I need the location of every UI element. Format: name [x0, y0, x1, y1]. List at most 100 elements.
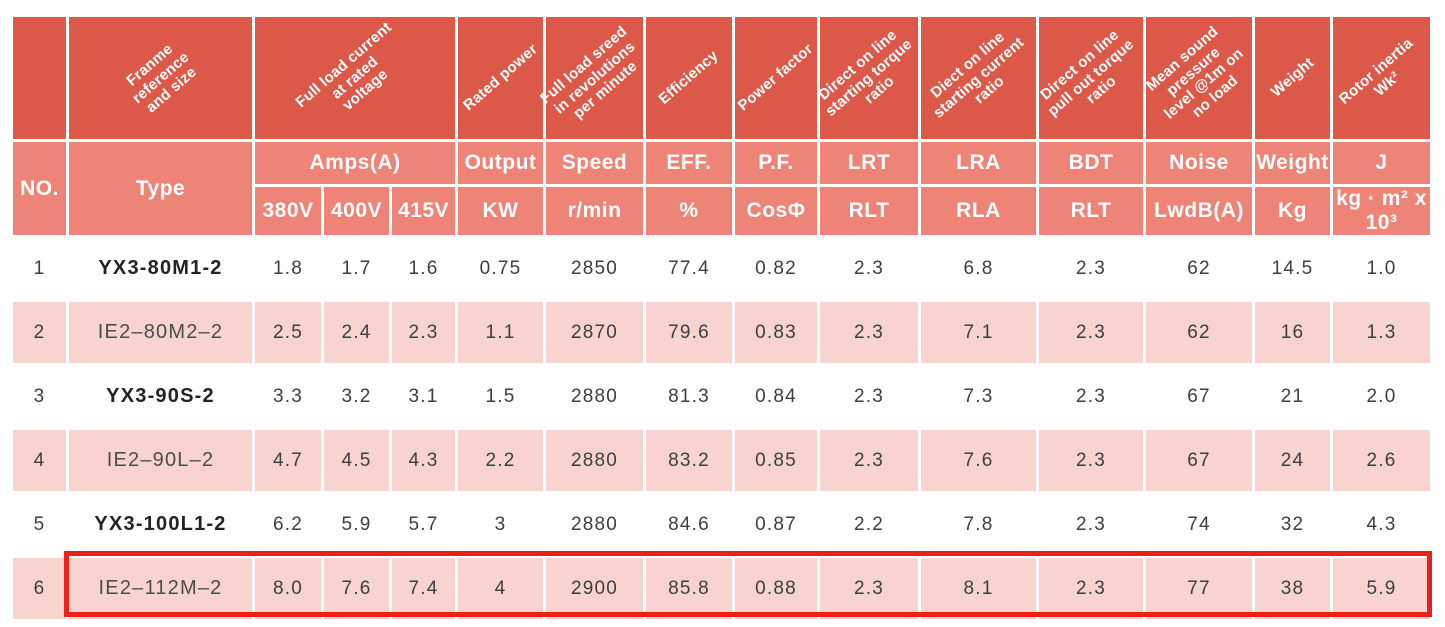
cell-kw: 0.75 [455, 235, 546, 302]
cell-lrt: 2.3 [817, 427, 921, 494]
header-400v: 400V [321, 184, 392, 238]
diagonal-header-rated-power-label: Rated power [459, 40, 541, 115]
cell-lrt: 2.3 [817, 299, 921, 366]
diagonal-header-dol-starting-current-label: Diect on line starting current ratio [926, 28, 1027, 122]
diagonal-header-weight: Weight [1252, 14, 1333, 142]
header-row-2: 380V 400V 415V KW r/min % CosΦ RLT RLA R… [12, 184, 1433, 238]
cell-no: 4 [10, 427, 69, 494]
diagonal-header-power-factor-label: Power factor [734, 40, 817, 115]
cell-lra: 7.3 [918, 363, 1039, 430]
diagonal-header-mean-sound: Mean sound pressure level @1m on no load [1143, 14, 1255, 142]
cell-380v: 4.7 [252, 427, 324, 494]
cell-lrt: 2.2 [817, 491, 921, 558]
cell-type: IE2–80M2–2 [66, 299, 255, 366]
cell-lra: 7.6 [918, 427, 1039, 494]
cell-type: IE2–112M–2 [66, 555, 255, 622]
cell-weight: 21 [1252, 363, 1333, 430]
cell-weight: 16 [1252, 299, 1333, 366]
diagonal-header-dol-starting-torque: Direct on line starting torque ratio [815, 14, 921, 142]
cell-noise: 62 [1143, 299, 1255, 366]
header-lwdba: LwdB(A) [1143, 184, 1255, 238]
cell-noise: 67 [1143, 363, 1255, 430]
diagonal-header-full-load-speed-label: Full load sreed in revolutions per minut… [536, 22, 641, 123]
cell-noise: 67 [1143, 427, 1255, 494]
cell-noise: 77 [1143, 555, 1255, 622]
cell-type: YX3-100L1-2 [66, 491, 255, 558]
cell-415v: 4.3 [389, 427, 458, 494]
cell-kw: 4 [455, 555, 546, 622]
header-no: NO. [10, 139, 69, 238]
diagonal-header-power-factor: Power factor [732, 14, 820, 142]
cell-speed: 2900 [543, 555, 646, 622]
diagonal-header-full-load-current-label: Full load current at rated voltage [292, 18, 395, 114]
cell-pf: 0.85 [732, 427, 820, 494]
diagonal-header-frame: Franme reference and size [66, 14, 255, 142]
header-output: Output [455, 139, 546, 187]
header-415v: 415V [389, 184, 458, 238]
cell-no: 5 [10, 491, 69, 558]
cell-400v: 5.9 [321, 491, 392, 558]
cell-400v: 3.2 [321, 363, 392, 430]
cell-380v: 6.2 [252, 491, 324, 558]
cell-bdt: 2.3 [1036, 299, 1146, 366]
header-rlt-a: RLT [817, 184, 921, 238]
cell-lrt: 2.3 [817, 555, 921, 622]
header-row-1: NO. Type Amps(A) Output Speed EFF. P.F. … [10, 139, 1433, 238]
diagonal-header-efficiency: Efficiency [643, 14, 735, 142]
cell-lra: 6.8 [918, 235, 1039, 302]
cell-lrt: 2.3 [817, 235, 921, 302]
cell-j: 1.0 [1330, 235, 1433, 302]
header-kw: KW [455, 184, 546, 238]
cell-eff: 77.4 [643, 235, 735, 302]
cell-lra: 7.8 [918, 491, 1039, 558]
cell-lra: 7.1 [918, 299, 1039, 366]
cell-eff: 83.2 [643, 427, 735, 494]
header-rla: RLA [918, 184, 1039, 238]
cell-bdt: 2.3 [1036, 363, 1146, 430]
cell-lra: 8.1 [918, 555, 1039, 622]
cell-400v: 2.4 [321, 299, 392, 366]
header-lra: LRA [918, 139, 1039, 187]
cell-pf: 0.84 [732, 363, 820, 430]
cell-no: 1 [10, 235, 69, 302]
cell-eff: 85.8 [643, 555, 735, 622]
cell-j: 2.0 [1330, 363, 1433, 430]
cell-380v: 1.8 [252, 235, 324, 302]
cell-400v: 7.6 [321, 555, 392, 622]
cell-weight: 24 [1252, 427, 1333, 494]
cell-no: 3 [10, 363, 69, 430]
header-weight-2: Weight [1252, 139, 1333, 187]
table-row-highlighted: 6 IE2–112M–2 8.0 7.6 7.4 4 2900 85.8 0.8… [10, 555, 1433, 622]
cell-kw: 2.2 [455, 427, 546, 494]
cell-pf: 0.87 [732, 491, 820, 558]
cell-speed: 2870 [543, 299, 646, 366]
header-amps: Amps(A) [252, 139, 458, 187]
diagonal-header-rated-power: Rated power [455, 14, 546, 142]
cell-415v: 5.7 [389, 491, 458, 558]
table-row: 3 YX3-90S-2 3.3 3.2 3.1 1.5 2880 81.3 0.… [10, 363, 1433, 430]
cell-380v: 3.3 [252, 363, 324, 430]
cell-j: 2.6 [1330, 427, 1433, 494]
cell-weight: 38 [1252, 555, 1333, 622]
cell-bdt: 2.3 [1036, 235, 1146, 302]
cell-bdt: 2.3 [1036, 555, 1146, 622]
diagonal-header-dol-starting-torque-label: Direct on line starting torque ratio [815, 26, 916, 120]
diagonal-header-row: Franme reference and size Full load curr… [10, 14, 1433, 142]
cell-bdt: 2.3 [1036, 491, 1146, 558]
cell-400v: 4.5 [321, 427, 392, 494]
diagonal-header-frame-label: Franme reference and size [122, 40, 200, 117]
diagonal-header-empty [10, 14, 69, 142]
cell-lrt: 2.3 [817, 363, 921, 430]
header-speed: Speed [543, 139, 646, 187]
cell-type: YX3-90S-2 [66, 363, 255, 430]
header-percent: % [643, 184, 735, 238]
header-j: J [1330, 139, 1433, 187]
cell-kw: 3 [455, 491, 546, 558]
cell-speed: 2850 [543, 235, 646, 302]
header-bdt: BDT [1036, 139, 1146, 187]
diagonal-header-full-load-current: Full load current at rated voltage [252, 14, 458, 142]
cell-no: 6 [10, 555, 69, 622]
diagonal-header-full-load-speed: Full load sreed in revolutions per minut… [537, 14, 646, 142]
header-cosphi: CosΦ [732, 184, 820, 238]
